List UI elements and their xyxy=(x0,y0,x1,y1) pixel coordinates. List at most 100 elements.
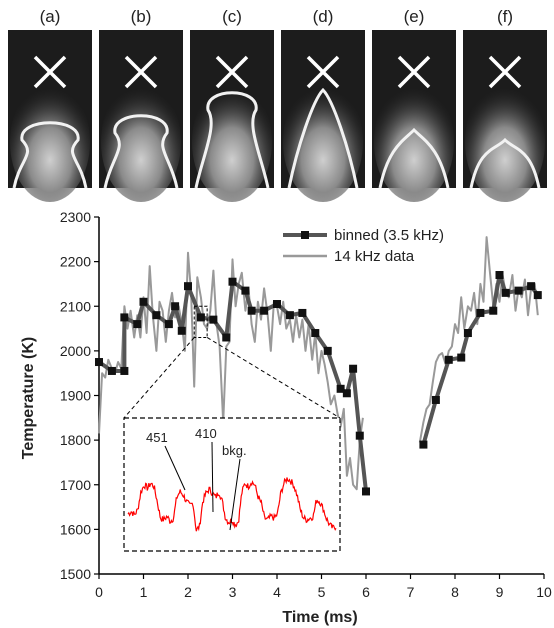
flame-glow xyxy=(101,82,181,202)
inset-annotation-leader xyxy=(164,445,186,491)
binned-data-point xyxy=(139,297,148,306)
x-tick-label: 7 xyxy=(407,584,415,600)
flame-glow xyxy=(10,82,90,202)
flame-panel: (f) xyxy=(463,7,547,202)
cross-marker xyxy=(397,55,431,89)
flame-panel: (c) xyxy=(190,7,274,202)
flame-front xyxy=(12,121,88,189)
y-tick-label: 1500 xyxy=(60,566,91,582)
binned-data-point xyxy=(196,313,205,322)
binned-data-point xyxy=(444,355,453,364)
binned-data-point xyxy=(463,329,472,338)
binned-data-point xyxy=(222,333,231,342)
binned-data-point xyxy=(209,315,218,324)
flame-panel: (e) xyxy=(372,7,456,202)
x-axis-title: Time (ms) xyxy=(282,609,357,626)
temperature-chart: 1500 1600 1700 1800 1900 2000 2100 2200 2300 0 1 2 3… xyxy=(20,209,552,626)
binned-data-point xyxy=(431,395,440,404)
inset-zoom: 451 410 bkg. xyxy=(123,305,341,552)
x-tick-label: 9 xyxy=(496,584,504,600)
binned-data-point xyxy=(514,286,523,295)
binned-data-point xyxy=(241,286,250,295)
cross-marker xyxy=(215,55,249,89)
x-tick-label: 2 xyxy=(184,584,192,600)
y-tick-label: 1800 xyxy=(60,432,91,448)
flame-glow xyxy=(283,82,363,202)
binned-series-line xyxy=(421,273,540,446)
flame-panel: (b) xyxy=(99,7,183,202)
x-tick-label: 3 xyxy=(229,584,237,600)
binned-data-point xyxy=(133,320,142,329)
binned-series-line xyxy=(97,279,368,492)
flame-image-strip: (a) (b) (c) (d) (e) (f) xyxy=(8,7,547,202)
inset-frame xyxy=(123,417,341,552)
y-tick-label: 2200 xyxy=(60,254,91,270)
flame-front xyxy=(378,127,450,189)
chart-axes: 1500 1600 1700 1800 1900 2000 2100 2200 2300 0 1 2 3… xyxy=(60,209,552,600)
flame-front xyxy=(287,87,359,189)
y-tick-label: 1900 xyxy=(60,388,91,404)
cross-marker xyxy=(306,55,340,89)
binned-data-point xyxy=(355,431,364,440)
binned-data-point xyxy=(260,306,269,315)
legend-binned-marker xyxy=(301,231,309,239)
y-tick-label: 2000 xyxy=(60,343,91,359)
binned-data-point xyxy=(273,300,281,309)
flame-front xyxy=(469,137,541,189)
raw-14khz-series-line xyxy=(418,236,539,443)
inset-annotation-label: bkg. xyxy=(222,443,247,458)
binned-data-point xyxy=(152,311,161,320)
y-tick-label: 1600 xyxy=(60,521,91,537)
binned-data-point xyxy=(177,326,186,335)
panel-label: (a) xyxy=(40,7,61,26)
binned-data-point xyxy=(533,291,542,300)
binned-data-point xyxy=(323,346,332,355)
y-tick-label: 1700 xyxy=(60,477,91,493)
x-tick-label: 4 xyxy=(273,584,281,600)
binned-data-point xyxy=(298,308,307,317)
inset-signal-trace xyxy=(127,477,337,532)
zoom-connector xyxy=(123,337,195,419)
x-tick-label: 8 xyxy=(451,584,459,600)
x-tick-label: 1 xyxy=(140,584,148,600)
binned-data-point xyxy=(120,313,129,322)
panel-label: (b) xyxy=(131,7,152,26)
binned-data-point xyxy=(349,364,358,373)
panel-label: (d) xyxy=(313,7,334,26)
flame-glow xyxy=(374,82,454,202)
y-tick-label: 2300 xyxy=(60,209,91,225)
x-tick-label: 0 xyxy=(95,584,103,600)
inset-annotation-leader xyxy=(229,458,241,531)
binned-data-point xyxy=(228,277,237,286)
inset-annotation-label: 410 xyxy=(195,426,217,441)
binned-data-point xyxy=(311,329,320,338)
binned-data-point xyxy=(164,320,173,329)
x-tick-label: 6 xyxy=(362,584,370,600)
panel-label: (c) xyxy=(222,7,242,26)
y-axis-title: Temperature (K) xyxy=(20,337,37,459)
x-tick-label: 5 xyxy=(318,584,326,600)
zoom-connector xyxy=(206,337,341,419)
x-tick-label: 10 xyxy=(536,584,552,600)
flame-front xyxy=(194,91,270,189)
inset-annotation-label: 451 xyxy=(146,430,168,445)
binned-data-point xyxy=(120,366,129,375)
binned-data-point xyxy=(336,384,345,393)
flame-panel: (a) xyxy=(8,7,92,202)
binned-data-point xyxy=(495,271,504,280)
binned-data-point xyxy=(457,353,466,362)
legend-binned-label: binned (3.5 kHz) xyxy=(334,227,444,244)
binned-data-point xyxy=(527,282,536,291)
cross-marker xyxy=(488,55,522,89)
panel-label: (f) xyxy=(497,7,513,26)
chart-legend: binned (3.5 kHz) 14 kHz data xyxy=(283,227,444,265)
binned-data-point xyxy=(171,302,180,311)
binned-data-point xyxy=(184,282,192,291)
cross-marker xyxy=(124,55,158,89)
binned-data-point xyxy=(285,311,294,320)
binned-data-point xyxy=(489,306,498,315)
flame-front xyxy=(103,114,179,189)
binned-data-point xyxy=(501,288,510,297)
flame-panel: (d) xyxy=(281,7,365,202)
